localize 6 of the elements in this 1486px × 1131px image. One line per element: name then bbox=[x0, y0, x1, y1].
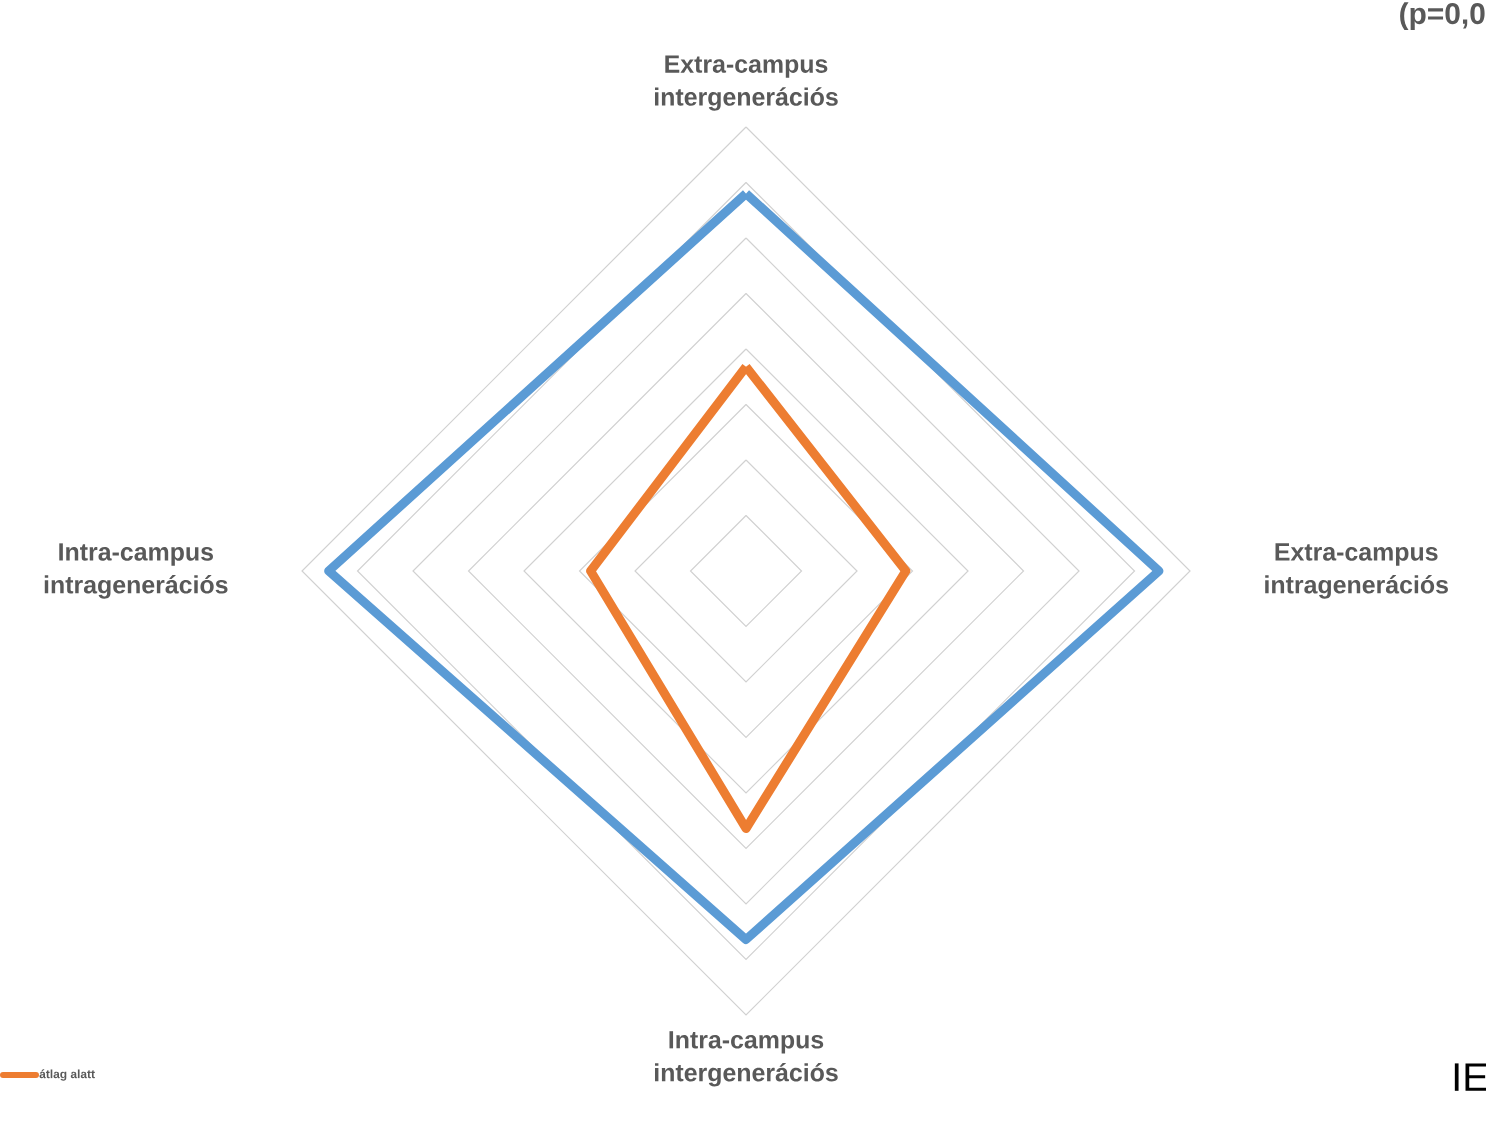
spoke-label: Extra-campus intergenerációs bbox=[655, 55, 838, 111]
legend-label: átlag alatt bbox=[39, 1069, 95, 1081]
text: (p=0,0 bbox=[1400, 2, 1485, 31]
spoke-label: Intra-campus intergenerációs bbox=[655, 1031, 838, 1087]
spoke-label: Extra-campus intragenerációs bbox=[1265, 543, 1448, 599]
spoke-label: Intra-campus intragenerációs bbox=[44, 543, 228, 599]
